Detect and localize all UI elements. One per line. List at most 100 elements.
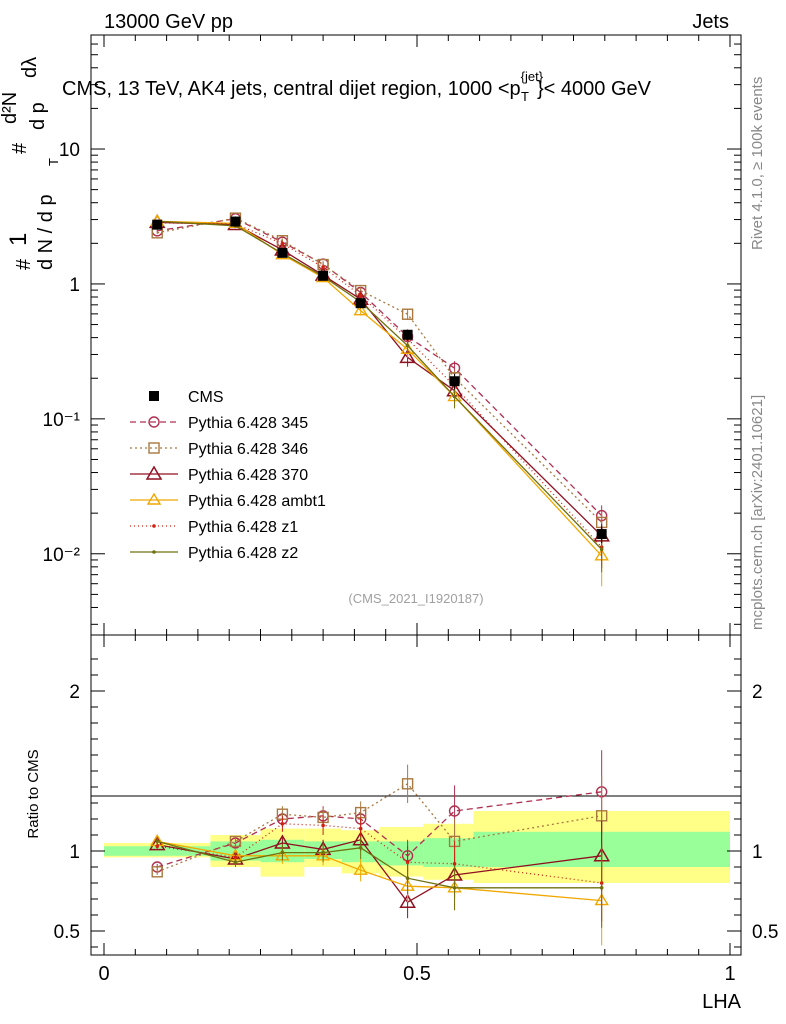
ratio-tick-label-left: 2 — [69, 682, 80, 703]
series-point-ratio — [229, 835, 242, 848]
legend-marker-2 — [148, 442, 160, 454]
series-point-ratio — [280, 822, 285, 826]
series-layer — [148, 212, 610, 946]
ratio-tick-label-right: 2 — [752, 682, 763, 703]
series-point-ratio — [155, 839, 160, 844]
y-tick-label: 10⁻¹ — [43, 410, 81, 431]
series-line-ratio — [157, 840, 602, 889]
series-point-ratio — [399, 893, 416, 908]
series-point-ratio — [353, 862, 368, 875]
chart-title-main: CMS, 13 TeV, AK4 jets, central dijet reg… — [62, 78, 521, 100]
series-point-main — [399, 348, 416, 364]
series-point-ratio — [155, 844, 160, 848]
series-point-main — [321, 265, 325, 269]
series-point-main — [405, 343, 410, 348]
y-label-t: T — [46, 158, 61, 166]
axis-ticks: 0 0.5 1 10⁻² 10⁻¹ 1 10 0.5 0.5 1 1 2 2 — [43, 34, 778, 985]
y-label-dn: d N / d p — [35, 194, 57, 270]
data-point — [596, 529, 607, 540]
legend-label-1: Pythia 6.428 345 — [188, 415, 308, 432]
data-point — [402, 329, 413, 340]
ratio-tick-label-right: 1 — [752, 842, 763, 863]
y-label-hash1: # — [13, 258, 35, 270]
legend-marker-6 — [152, 550, 156, 554]
series-point-ratio — [151, 866, 163, 878]
chart-title: CMS, 13 TeV, AK4 jets, central dijet reg… — [62, 69, 652, 104]
x-tick-label-1: 1 — [724, 963, 735, 985]
band-green-5 — [379, 841, 424, 866]
y-label-d2n: d²N — [0, 92, 21, 124]
chart-title-end: }< 4000 GeV — [537, 78, 652, 100]
y-tick-label: 1 — [69, 275, 80, 296]
series-point-ratio — [448, 805, 461, 817]
legend-label-6: Pythia 6.428 z2 — [188, 545, 298, 562]
y-tick-label: 10⁻² — [43, 545, 81, 566]
mcplots-label: mcplots.cern.ch [arXiv:2401.10621] — [749, 395, 766, 630]
series-line-ratio — [157, 823, 602, 884]
header-left: 13000 GeV pp — [104, 11, 233, 33]
series-line-ratio — [157, 840, 602, 902]
chart-title-sup: {jet} — [521, 69, 544, 84]
ratio-tick-label-left: 0.5 — [54, 922, 80, 943]
ratio-y-label: Ratio to CMS — [25, 749, 42, 838]
band-green-6 — [423, 838, 474, 867]
data-layer — [152, 216, 607, 544]
data-point — [277, 247, 288, 258]
series-point-ratio — [401, 778, 414, 790]
series-point-ratio — [452, 886, 457, 890]
series-point-ratio — [405, 876, 410, 880]
band-green-0 — [104, 846, 211, 856]
data-point — [355, 298, 366, 309]
legend-marker-5 — [152, 524, 156, 528]
legend-label-0: CMS — [188, 389, 224, 406]
x-tick-label-0: 0 — [98, 963, 109, 985]
x-tick-label-0.5: 0.5 — [403, 963, 431, 985]
legend-label-2: Pythia 6.428 346 — [188, 441, 308, 458]
series-line-main — [157, 218, 603, 517]
y-label-dpt: d p — [27, 102, 49, 130]
ratio-frame — [90, 634, 742, 956]
legend-label-4: Pythia 6.428 ambt1 — [188, 493, 326, 510]
data-point — [230, 216, 241, 227]
series-point-ratio — [321, 823, 325, 828]
series-point-main — [452, 394, 457, 399]
series-line-main — [157, 217, 603, 523]
series-point-main — [401, 308, 414, 320]
data-point — [449, 376, 460, 387]
series-point-ratio — [321, 850, 325, 855]
legend-label-5: Pythia 6.428 z1 — [188, 519, 298, 536]
series-point-ratio — [452, 862, 457, 866]
legend-label-3: Pythia 6.428 370 — [188, 467, 308, 484]
series-line-ratio — [157, 791, 602, 868]
header-right: Jets — [692, 11, 729, 33]
legend-marker-4 — [146, 492, 162, 505]
series-point-ratio — [599, 886, 604, 890]
analysis-watermark: (CMS_2021_I1920187) — [348, 591, 483, 606]
ratio-tick-label-right: 0.5 — [752, 922, 778, 943]
legend: CMS Pythia 6.428 345 Pythia 6.428 346 Pythi… — [130, 389, 326, 562]
legend-marker-3 — [145, 465, 163, 480]
series-point-main — [599, 547, 604, 552]
series-line-main — [157, 220, 603, 550]
series-point-main — [353, 303, 368, 316]
series-point-ratio — [280, 850, 285, 855]
ratio-tick-label-left: 1 — [69, 842, 80, 863]
series-5 — [155, 219, 604, 928]
series-line-main — [157, 221, 603, 537]
rivet-label: Rivet 4.1.0, ≥ 100k events — [749, 77, 766, 250]
y-label-dlambda: dλ — [19, 57, 41, 78]
y-label-one: 1 — [5, 233, 32, 246]
legend-marker-1 — [148, 416, 160, 428]
legend-marker-data — [149, 391, 159, 401]
y-label-hash2: # — [9, 142, 31, 154]
y-axis-label: # 1 d N / d p T # d²N d p dλ — [0, 57, 61, 270]
series-point-main — [280, 241, 285, 246]
data-point — [318, 270, 329, 281]
series-point-ratio — [358, 826, 363, 831]
series-point-ratio — [148, 836, 166, 851]
x-axis-label: LHA — [702, 991, 742, 1013]
y-tick-label: 10 — [59, 140, 80, 161]
series-point-ratio — [358, 846, 363, 850]
series-point-main — [358, 293, 363, 298]
